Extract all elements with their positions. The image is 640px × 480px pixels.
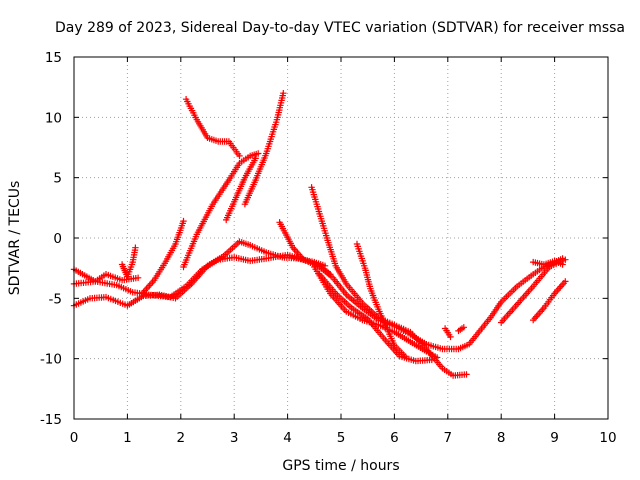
plot-frame <box>73 56 609 420</box>
series-arc-n <box>353 240 409 360</box>
series-arc-b <box>70 251 334 301</box>
y-tick-label: 15 <box>45 50 62 66</box>
data-point <box>236 152 243 160</box>
x-axis-label: GPS time / hours <box>282 458 399 474</box>
x-tick-label: 7 <box>444 430 453 446</box>
x-tick-label: 2 <box>177 430 186 446</box>
data-point <box>463 371 470 378</box>
data-point <box>132 244 139 251</box>
series-arc-i <box>241 90 287 208</box>
series-arc-s <box>455 324 467 335</box>
y-tick-label: 0 <box>53 231 62 247</box>
series-arc-q <box>530 257 566 268</box>
data-point <box>447 333 454 341</box>
x-tick-label: 10 <box>599 430 616 446</box>
data-point <box>252 155 259 162</box>
x-tick-label: 4 <box>283 430 292 446</box>
series-arc-e <box>140 217 187 296</box>
data-point <box>280 90 287 97</box>
y-tick-label: -5 <box>49 291 62 307</box>
y-tick-label: 10 <box>45 110 62 126</box>
data-point <box>460 324 467 331</box>
x-tick-label: 6 <box>390 430 399 446</box>
data-layer <box>70 90 569 379</box>
data-point <box>559 261 566 268</box>
series-arc-p <box>530 278 569 324</box>
grid-layer <box>74 57 608 419</box>
axis-layer: 0 1 2 3 4 5 6 7 8 9 10 -15 -10 -5 0 5 10 15 <box>40 50 617 446</box>
series-arc-d <box>118 244 139 280</box>
x-tick-label: 3 <box>230 430 239 446</box>
chart-title: Day 289 of 2023, Sidereal Day-to-day VTE… <box>55 20 625 36</box>
series-arc-h <box>182 96 243 160</box>
series-arc-o <box>498 256 569 326</box>
x-tick-label: 5 <box>337 430 346 446</box>
y-axis-label: SDTVAR / TECUs <box>7 181 23 296</box>
x-tick-label: 1 <box>123 430 132 446</box>
x-tick-label: 9 <box>550 430 559 446</box>
y-tick-label: -10 <box>40 352 62 368</box>
series-arc-k <box>308 184 470 379</box>
data-point <box>428 356 435 364</box>
data-point <box>255 150 262 157</box>
series-arc-j <box>276 219 566 353</box>
series-arc-g <box>223 155 259 224</box>
y-tick-label: 5 <box>53 171 62 187</box>
series-arc-r <box>441 325 454 341</box>
data-point <box>433 354 441 361</box>
data-point <box>180 217 187 225</box>
y-tick-label: -15 <box>40 412 62 428</box>
data-point <box>401 353 409 360</box>
series-arc-f <box>180 150 262 271</box>
x-tick-label: 8 <box>497 430 506 446</box>
series-arc-c <box>70 266 142 285</box>
data-point <box>562 278 569 285</box>
x-tick-label: 0 <box>70 430 79 446</box>
data-point <box>562 256 569 263</box>
series-arc-m <box>311 263 441 361</box>
data-point <box>134 274 142 281</box>
